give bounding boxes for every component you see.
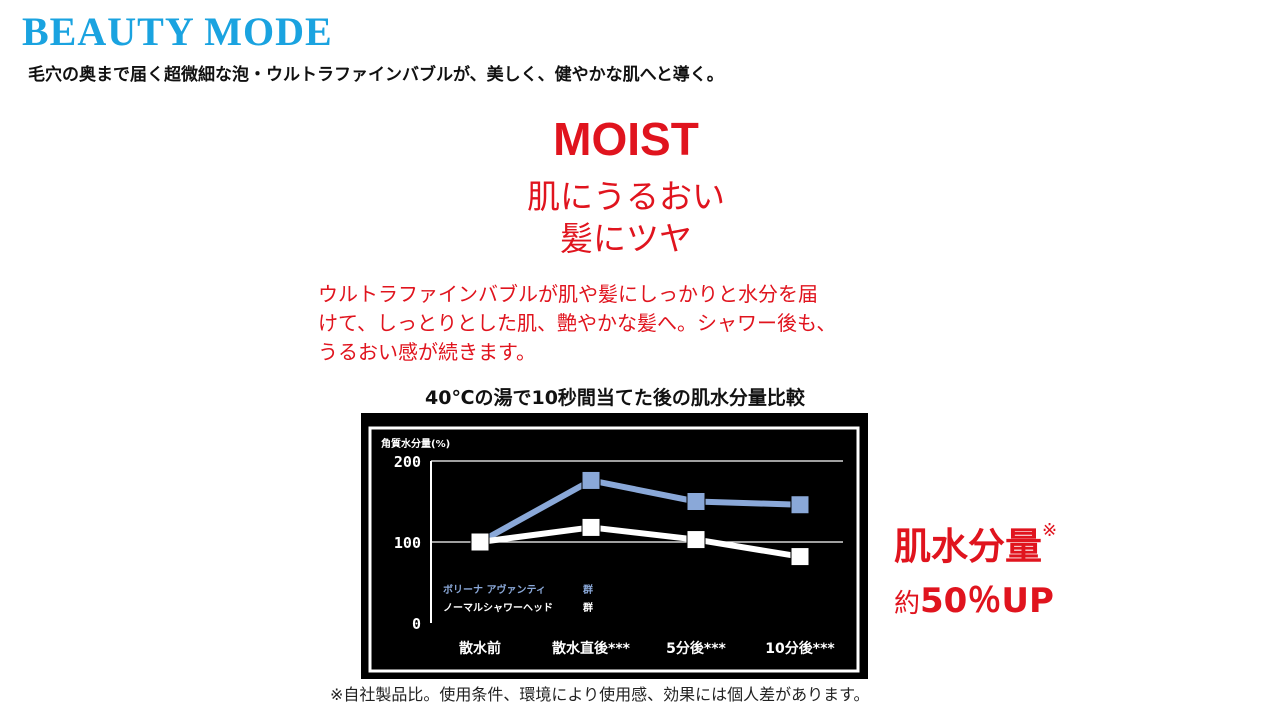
series-line-2 <box>479 524 801 560</box>
y-axis-label: 角質水分量(%) <box>381 437 450 450</box>
data-point-series-1 <box>581 470 601 490</box>
chart-title: 40℃の湯で10秒間当てた後の肌水分量比較 <box>425 387 805 409</box>
y-tick-label: 0 <box>412 615 421 633</box>
legend-label-series-2: ノーマルシャワーヘッド <box>443 602 553 614</box>
chart-svg: 角質水分量(%) 0 100 200 散水前 散水直後*** 5分後*** 10分後***… <box>361 413 868 679</box>
feature-title: MOIST <box>553 113 699 165</box>
result-label: 肌水分量※ <box>894 516 1057 570</box>
result-value: 約50％UP <box>894 573 1054 622</box>
data-point-series-2 <box>686 530 706 550</box>
footnote: ※自社製品比。使用条件、環境により使用感、効果には個人差があります。 <box>330 685 870 704</box>
legend-suffix-series-2: 群 <box>583 601 593 614</box>
data-point-series-1 <box>790 495 810 515</box>
result-note-mark: ※ <box>1042 520 1058 541</box>
data-point-series-2 <box>581 517 601 537</box>
description-line: ウルトラファインバブルが肌や髪にしっかりと水分を届 <box>318 282 818 306</box>
data-point-series-2 <box>470 532 490 552</box>
y-tick-label: 200 <box>394 453 421 471</box>
legend-suffix-series-1: 群 <box>583 583 593 596</box>
tagline: 毛穴の奥まで届く超微細な泡・ウルトラファインバブルが、美しく、健やかな肌へと導く… <box>28 65 724 85</box>
x-tick-label: 散水前 <box>459 640 501 657</box>
legend: ボリーナ アヴァンティ 群 ノーマルシャワーヘッド 群 <box>443 583 593 614</box>
description-line: けて、しっとりとした肌、艶やかな髪へ。シャワー後も、 <box>318 311 837 335</box>
x-tick-label: 散水直後*** <box>552 640 631 657</box>
description-line: うるおい感が続きます。 <box>318 340 536 364</box>
chart-background <box>361 413 868 679</box>
x-tick-label: 5分後*** <box>666 640 726 657</box>
result-prefix: 約 <box>894 589 921 619</box>
moisture-chart: 角質水分量(%) 0 100 200 散水前 散水直後*** 5分後*** 10分後***… <box>361 413 868 679</box>
feature-subtitle-skin: 肌にうるおい <box>527 177 725 216</box>
data-point-series-2 <box>790 547 810 567</box>
series-line-1 <box>478 477 801 545</box>
legend-label-series-1: ボリーナ アヴァンティ <box>443 583 546 596</box>
brand-title: BEAUTY MODE <box>22 9 333 54</box>
y-tick-label: 100 <box>394 534 421 552</box>
x-tick-label: 10分後*** <box>765 640 835 657</box>
result-label-text: 肌水分量 <box>894 525 1042 568</box>
chart-frame <box>368 426 860 673</box>
result-percentage: 50％UP <box>920 581 1054 621</box>
feature-subtitle-hair: 髪にツヤ <box>560 219 692 258</box>
data-point-series-1 <box>686 492 706 511</box>
feature-description: ウルトラファインバブルが肌や髪にしっかりと水分を届 けて、しっとりとした肌、艶や… <box>318 280 958 367</box>
